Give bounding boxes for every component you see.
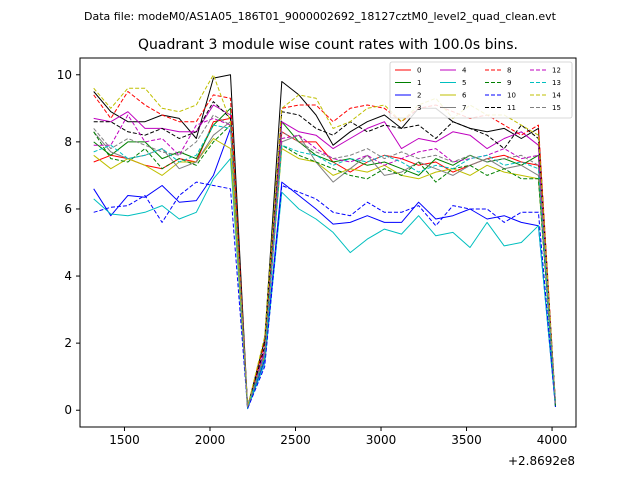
series-line-4 xyxy=(93,104,556,408)
legend-label-9: 9 xyxy=(507,79,511,87)
legend-box xyxy=(389,61,573,119)
legend-label-10: 10 xyxy=(507,92,516,100)
series-line-5 xyxy=(93,158,556,410)
legend-label-1: 1 xyxy=(417,79,421,87)
legend-label-14: 14 xyxy=(552,92,561,100)
y-tick-label: 10 xyxy=(57,68,72,82)
legend-label-4: 4 xyxy=(462,67,467,75)
series-line-11 xyxy=(93,101,556,408)
legend-label-2: 2 xyxy=(417,92,421,100)
series-line-9 xyxy=(93,124,556,408)
legend-label-15: 15 xyxy=(552,104,561,112)
legend-label-8: 8 xyxy=(507,67,511,75)
x-tick-label: 2000 xyxy=(195,433,226,447)
legend-label-7: 7 xyxy=(462,104,466,112)
chart-title: Quadrant 3 module wise count rates with … xyxy=(138,37,518,53)
x-offset-label: +2.8692e8 xyxy=(508,454,575,468)
legend-label-0: 0 xyxy=(417,67,421,75)
y-tick-label: 4 xyxy=(64,269,72,283)
series-line-8 xyxy=(93,91,556,408)
y-tick-label: 8 xyxy=(64,135,72,149)
series-line-3 xyxy=(93,74,556,408)
x-tick-label: 3500 xyxy=(451,433,482,447)
axes-frame xyxy=(79,57,577,428)
legend-label-5: 5 xyxy=(462,79,466,87)
legend-label-3: 3 xyxy=(417,104,421,112)
series-line-7 xyxy=(93,121,556,408)
x-tick-label: 3000 xyxy=(366,433,397,447)
x-tick-label: 1500 xyxy=(109,433,140,447)
x-tick-label: 2500 xyxy=(280,433,311,447)
series-line-15 xyxy=(93,114,556,408)
y-tick-label: 0 xyxy=(64,403,72,417)
legend-label-6: 6 xyxy=(462,92,467,100)
series-line-2 xyxy=(93,127,556,410)
series-line-10 xyxy=(93,181,556,410)
legend-label-12: 12 xyxy=(552,67,561,75)
series-line-13 xyxy=(93,124,556,408)
y-tick-label: 6 xyxy=(64,202,72,216)
y-tick-label: 2 xyxy=(64,336,72,350)
legend-label-13: 13 xyxy=(552,79,561,87)
legend-label-11: 11 xyxy=(507,104,516,112)
suptitle: Data file: modeM0/AS1A05_186T01_90000026… xyxy=(84,10,557,23)
x-tick-label: 4000 xyxy=(537,433,568,447)
